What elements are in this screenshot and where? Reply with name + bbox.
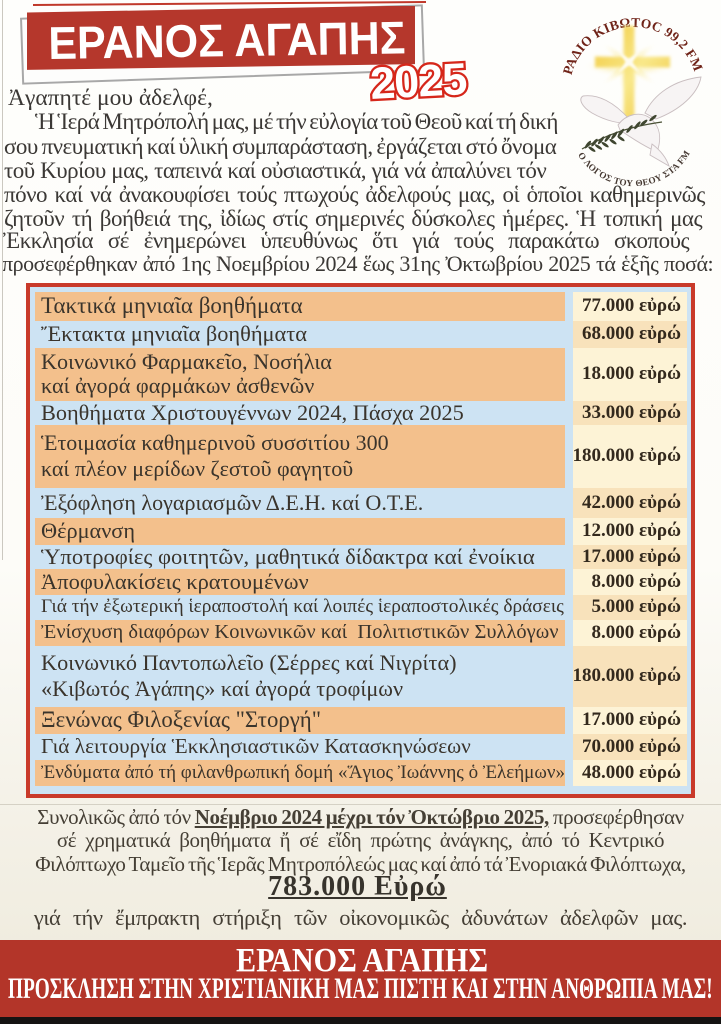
svg-text:2025: 2025 <box>369 58 468 109</box>
